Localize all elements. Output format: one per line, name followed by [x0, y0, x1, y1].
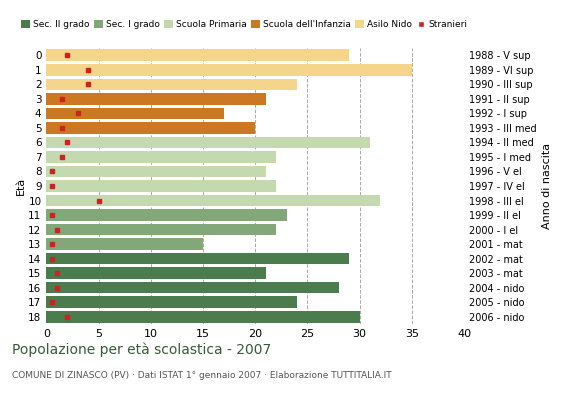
Bar: [46, 93, 266, 105]
Bar: [46, 64, 412, 76]
Bar: [46, 50, 349, 61]
Bar: [46, 209, 287, 221]
Bar: [46, 108, 224, 119]
Bar: [46, 238, 203, 250]
Bar: [46, 311, 360, 322]
Bar: [46, 224, 276, 235]
Y-axis label: Età: Età: [16, 177, 26, 195]
Bar: [46, 296, 297, 308]
Bar: [46, 282, 339, 294]
Bar: [46, 253, 349, 264]
Text: Popolazione per età scolastica - 2007: Popolazione per età scolastica - 2007: [12, 342, 271, 357]
Bar: [46, 195, 380, 206]
Bar: [46, 151, 276, 163]
Bar: [46, 166, 266, 177]
Legend: Sec. II grado, Sec. I grado, Scuola Primaria, Scuola dell'Infanzia, Asilo Nido, : Sec. II grado, Sec. I grado, Scuola Prim…: [17, 17, 471, 33]
Bar: [46, 122, 255, 134]
Bar: [46, 267, 266, 279]
Bar: [46, 78, 297, 90]
Bar: [46, 180, 276, 192]
Bar: [46, 137, 370, 148]
Text: COMUNE DI ZINASCO (PV) · Dati ISTAT 1° gennaio 2007 · Elaborazione TUTTITALIA.IT: COMUNE DI ZINASCO (PV) · Dati ISTAT 1° g…: [12, 371, 392, 380]
Y-axis label: Anno di nascita: Anno di nascita: [542, 143, 552, 229]
